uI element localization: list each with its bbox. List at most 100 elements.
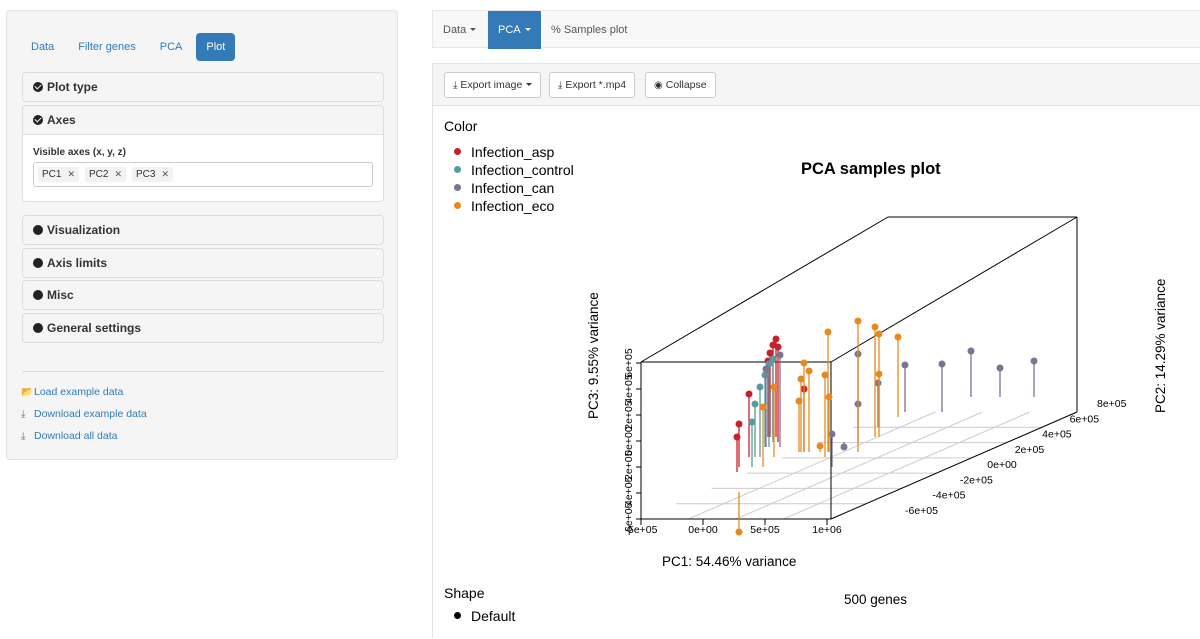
- tab-plot[interactable]: Plot: [196, 33, 236, 61]
- pc2-tick-label: -6e+05: [905, 505, 938, 517]
- link-icon: %: [551, 24, 561, 36]
- section-axis-limits-header[interactable]: Axis limits: [23, 249, 383, 277]
- sample-point: [821, 371, 829, 379]
- legend-label: Infection_control: [471, 162, 574, 178]
- sample-point: [776, 351, 784, 359]
- circle-icon: [33, 323, 43, 333]
- tab-pca[interactable]: PCA: [159, 41, 183, 53]
- sample-point: [770, 383, 778, 391]
- sample-points: [733, 317, 1038, 536]
- pc1-axis-label: PC1: 54.46% variance: [662, 554, 797, 569]
- divider: [22, 371, 384, 372]
- download-all-data-link[interactable]: ⤓ Download all data: [21, 425, 147, 447]
- collapse-button[interactable]: ◉ Collapse: [645, 72, 716, 98]
- remove-icon[interactable]: ✕: [67, 169, 75, 179]
- sample-point: [996, 364, 1004, 372]
- sample-point: [756, 383, 764, 391]
- pc2-tick-label: -4e+05: [932, 490, 965, 502]
- shape-legend-title: Shape: [444, 585, 485, 601]
- section-axes-header[interactable]: Axes: [23, 106, 383, 134]
- export-mp4-button[interactable]: ⤓ Export *.mp4: [549, 72, 636, 98]
- pc2-axis-label: PC2: 14.29% variance: [1153, 278, 1168, 413]
- download-icon: ⤓: [21, 431, 26, 442]
- section-axis-limits-label: Axis limits: [47, 256, 108, 270]
- collapse-label: Collapse: [665, 79, 707, 91]
- section-plot-type[interactable]: Plot type: [22, 72, 384, 102]
- section-misc-header[interactable]: Misc: [23, 281, 383, 309]
- grid-line: [688, 411, 936, 520]
- pc1-tick-label: 1e+06: [812, 524, 842, 536]
- box-edge: [830, 216, 1078, 363]
- grid-line: [783, 411, 1030, 520]
- sample-point: [761, 371, 769, 379]
- section-visualization[interactable]: Visualization: [22, 215, 384, 245]
- sample-point: [735, 420, 743, 428]
- section-misc[interactable]: Misc: [22, 280, 384, 310]
- legend-marker: [454, 202, 461, 209]
- section-plot-type-header[interactable]: Plot type: [23, 73, 383, 101]
- pc2-tick-label: 0e+00: [987, 459, 1017, 471]
- download-example-data-link[interactable]: ⤓ Download example data: [21, 403, 147, 425]
- sample-point: [938, 360, 946, 368]
- caret-down-icon: [470, 28, 477, 31]
- section-general-settings-header[interactable]: General settings: [23, 314, 383, 342]
- pc3-axis-label: PC3: 9.55% variance: [586, 292, 601, 419]
- axis-chip-pc1: PC1 ✕: [38, 167, 79, 182]
- axis-chip-label: PC3: [136, 169, 156, 180]
- nav-pca-dropdown[interactable]: PCA: [488, 11, 541, 49]
- pc3-tick-label: 4e+05: [623, 374, 635, 404]
- download-all-data-label: Download all data: [34, 430, 118, 442]
- sample-point: [1030, 357, 1038, 365]
- circle-icon: [33, 258, 43, 268]
- axis-chip-label: PC2: [89, 169, 109, 180]
- floor-grid: [676, 411, 1042, 520]
- sample-point: [772, 335, 780, 343]
- plot-box: [640, 216, 1078, 520]
- legend-label: Infection_can: [471, 180, 555, 196]
- sample-point: [871, 323, 879, 331]
- tab-filter-genes[interactable]: Filter genes: [78, 41, 136, 53]
- legend-marker: [454, 166, 461, 173]
- sample-point: [805, 367, 813, 375]
- sample-point: [874, 379, 882, 387]
- export-image-button[interactable]: ⤓ Export image: [444, 72, 542, 98]
- sample-point: [745, 390, 753, 398]
- section-axes-label: Axes: [47, 113, 76, 127]
- legend-item-asp: Infection_asp: [454, 144, 554, 160]
- sample-point: [762, 365, 770, 373]
- folder-open-icon: 📂: [21, 387, 34, 398]
- circle-icon: [33, 225, 43, 235]
- sample-point: [840, 443, 848, 451]
- sample-point: [766, 349, 774, 357]
- legend-marker: [454, 148, 461, 155]
- nav-samples-plot[interactable]: % Samples plot: [541, 11, 637, 49]
- top-navbar: Data PCA % Samples plot: [432, 10, 1200, 49]
- sample-point: [828, 430, 836, 438]
- export-mp4-label: Export *.mp4: [565, 79, 627, 91]
- section-axis-limits[interactable]: Axis limits: [22, 248, 384, 278]
- sidebar-panel: Data Filter genes PCA Plot Plot type Axe…: [6, 10, 398, 460]
- shape-legend-item: Default: [454, 608, 515, 624]
- section-visualization-header[interactable]: Visualization: [23, 216, 383, 244]
- section-general-settings[interactable]: General settings: [22, 313, 384, 343]
- check-circle-icon: [33, 115, 43, 125]
- legend-marker: [454, 184, 461, 191]
- tab-data[interactable]: Data: [31, 41, 55, 53]
- pc2-tick-label: 4e+05: [1042, 429, 1072, 441]
- section-general-settings-label: General settings: [47, 321, 142, 335]
- plot-toolbar: ⤓ Export image ⤓ Export *.mp4 ◉ Collapse: [433, 64, 1200, 106]
- remove-icon[interactable]: ✕: [161, 169, 169, 179]
- load-example-data-link[interactable]: 📂Load example data: [21, 381, 147, 403]
- pc2-tick-label: 6e+05: [1070, 413, 1100, 425]
- nav-data-dropdown[interactable]: Data: [433, 11, 486, 49]
- visible-axes-select[interactable]: PC1 ✕ PC2 ✕ PC3 ✕: [33, 162, 373, 187]
- pc2-tick-label: 2e+05: [1015, 444, 1045, 456]
- pca-plot[interactable]: Color Infection_asp Infection_control In…: [433, 107, 1200, 639]
- eye-slash-icon: ◉: [654, 80, 663, 91]
- remove-icon[interactable]: ✕: [114, 169, 122, 179]
- box-edge: [830, 411, 1078, 520]
- sample-point: [894, 333, 902, 341]
- circle-icon: [33, 290, 43, 300]
- sample-point: [824, 328, 832, 336]
